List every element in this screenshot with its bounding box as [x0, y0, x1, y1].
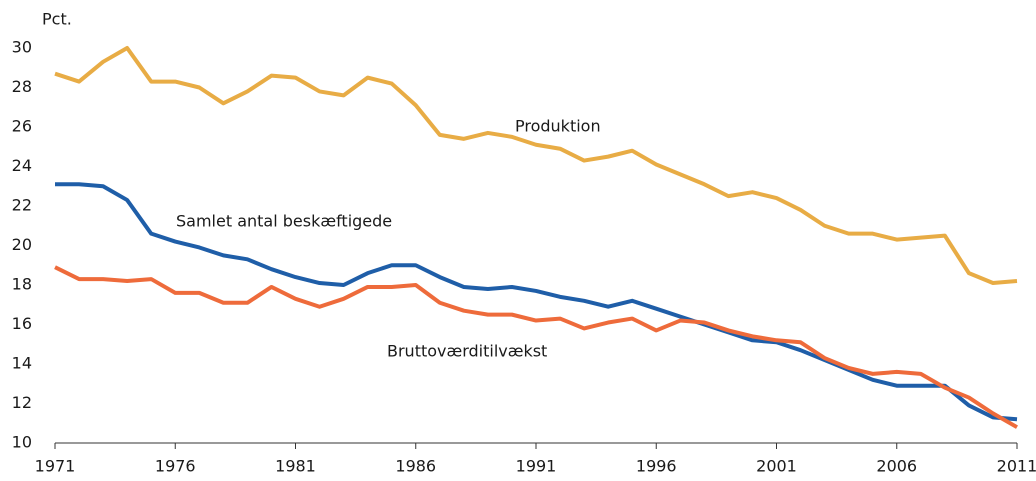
y-tick-label: 18 [12, 275, 32, 294]
line-series [54, 46, 1018, 286]
y-tick-label: 28 [12, 77, 32, 96]
y-tick-label: 24 [12, 156, 32, 175]
annotation: Produktion [515, 117, 601, 136]
line-series [54, 265, 1018, 429]
y-tick-label: 26 [12, 117, 32, 136]
x-tick-label: 1981 [275, 457, 316, 476]
line-series [55, 182, 1018, 422]
x-tick-label: 1976 [155, 457, 196, 476]
y-axis-label: Pct. [42, 10, 72, 29]
x-tick-label: 1991 [516, 457, 557, 476]
x-tick-label: 1986 [395, 457, 436, 476]
y-tick-label: 30 [12, 38, 32, 57]
annotation: Samlet antal beskæftigede [176, 212, 392, 231]
x-tick-label: 1971 [35, 457, 76, 476]
x-tick-label: 2011 [997, 457, 1036, 476]
y-tick-label: 10 [12, 433, 32, 452]
y-tick-label: 22 [12, 196, 32, 215]
y-tick-label: 20 [12, 235, 32, 254]
y-tick-label: 14 [12, 354, 32, 373]
x-tick-label: 1996 [636, 457, 677, 476]
y-tick-label: 16 [12, 314, 32, 333]
x-tick-label: 2006 [876, 457, 917, 476]
y-tick-label: 12 [12, 393, 32, 412]
x-tick-label: 2001 [756, 457, 797, 476]
annotation: Bruttoværditilvækst [387, 342, 547, 361]
